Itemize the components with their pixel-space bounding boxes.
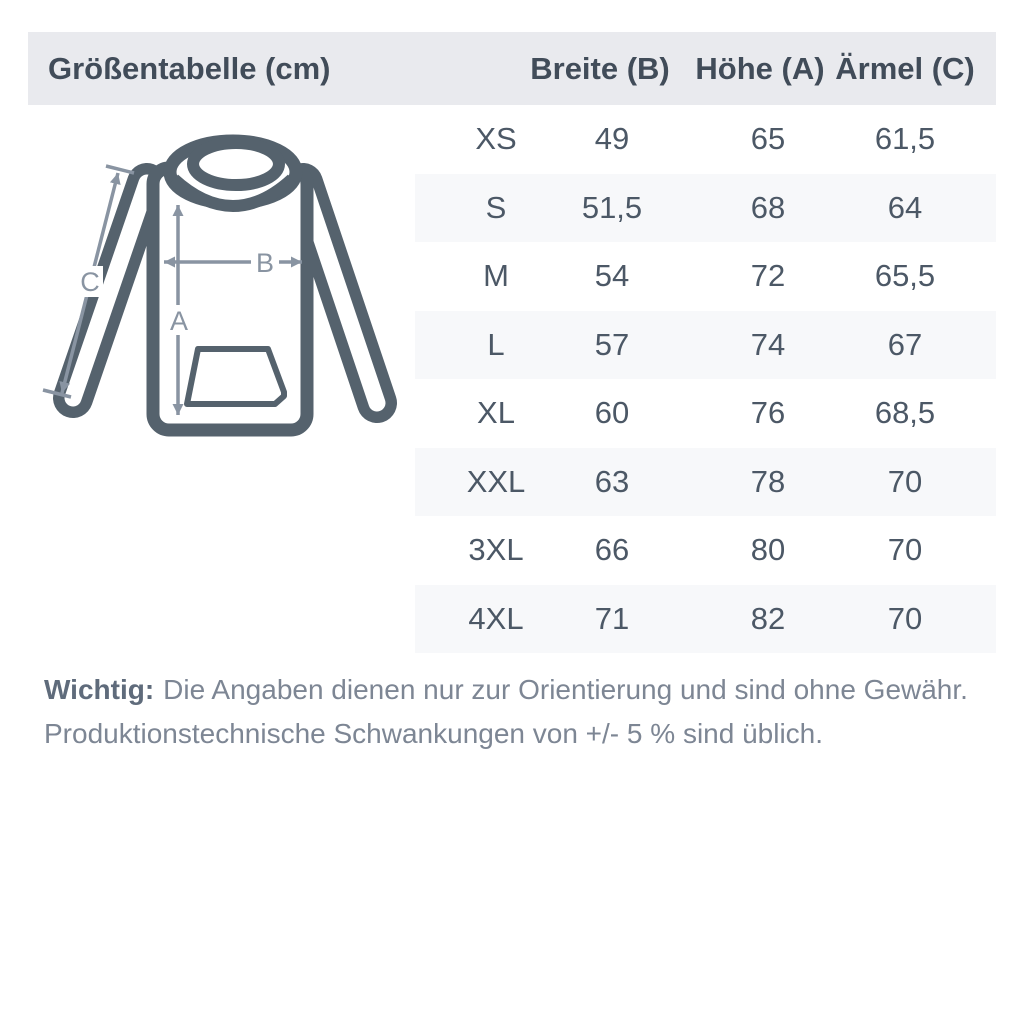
disclaimer-text-1: Die Angaben dienen nur zur Orientierung …: [163, 674, 968, 705]
table-row-l: L 57 74 67: [415, 310, 996, 379]
size-cell: S: [485, 189, 507, 225]
breite-cell: 49: [594, 121, 630, 156]
breite-cell: 63: [594, 463, 630, 499]
column-header-aermel: Ärmel (C): [835, 51, 975, 86]
hoehe-cell: 65: [750, 121, 786, 156]
hoehe-cell: 74: [750, 326, 786, 362]
table-row-3xl: 3XL 66 80 70: [415, 516, 996, 585]
disclaimer-note: Wichtig: Die Angaben dienen nur zur Orien…: [44, 668, 984, 756]
hoehe-cell: 68: [750, 189, 786, 225]
column-header-hoehe: Höhe (A): [695, 51, 825, 86]
kangaroo-pocket: [184, 346, 287, 407]
aermel-cell: 70: [887, 532, 923, 567]
table-row-4xl: 4XL 71 82 70: [415, 584, 996, 653]
hoodie-icon: A B C: [42, 134, 397, 437]
column-header-breite: Breite (B): [530, 51, 670, 86]
page-title: Größentabelle (cm): [48, 51, 331, 86]
label-b: B: [256, 248, 274, 278]
table-row-xs: XS 49 65 61,5: [415, 105, 996, 174]
aermel-cell: 70: [887, 463, 923, 499]
table-row-m: M 54 72 65,5: [415, 242, 996, 311]
aermel-cell: 61,5: [874, 121, 936, 156]
table-header-band: Größentabelle (cm) Breite (B) Höhe (A) Ä…: [28, 32, 996, 105]
label-a: A: [170, 306, 188, 336]
size-cell: L: [487, 326, 505, 362]
label-c: C: [80, 267, 100, 297]
breite-cell: 57: [594, 326, 630, 362]
size-table: XS 49 65 61,5 S 51,5 68 64 M 54 72 65,5 …: [415, 105, 996, 653]
hoodie-measurement-diagram: A B C: [40, 115, 410, 450]
size-cell: XXL: [466, 463, 526, 499]
arrow-c-tick-bottom: [42, 388, 72, 399]
aermel-cell: 65,5: [874, 258, 936, 293]
breite-cell: 71: [594, 600, 630, 636]
size-cell: XL: [477, 395, 515, 430]
size-cell: XS: [475, 121, 517, 156]
breite-cell: 60: [594, 395, 630, 430]
disclaimer-line-1: Wichtig: Die Angaben dienen nur zur Orien…: [44, 668, 984, 712]
aermel-cell: 67: [887, 326, 923, 362]
hoehe-cell: 78: [750, 463, 786, 499]
table-row-xxl: XXL 63 78 70: [415, 447, 996, 516]
table-row-xl: XL 60 76 68,5: [415, 379, 996, 448]
aermel-cell: 68,5: [874, 395, 936, 430]
hoehe-cell: 76: [750, 395, 786, 430]
hood-opening: [187, 137, 285, 191]
hoodie-outline: [53, 134, 397, 437]
breite-cell: 51,5: [581, 189, 643, 225]
measurement-labels: A B C: [77, 248, 279, 336]
size-cell: 4XL: [468, 600, 524, 636]
disclaimer-bold-label: Wichtig:: [44, 674, 155, 705]
size-cell: M: [483, 258, 509, 293]
table-row-s: S 51,5 68 64: [415, 173, 996, 242]
hoehe-cell: 82: [750, 600, 786, 636]
aermel-cell: 64: [887, 189, 923, 225]
disclaimer-line-2: Produktionstechnische Schwankungen von +…: [44, 718, 824, 749]
breite-cell: 66: [594, 532, 630, 567]
breite-cell: 54: [594, 258, 630, 293]
aermel-cell: 70: [887, 600, 923, 636]
size-cell: 3XL: [468, 532, 524, 567]
hoehe-cell: 72: [750, 258, 786, 293]
hoehe-cell: 80: [750, 532, 786, 567]
arrow-c-tick-top: [105, 164, 135, 175]
